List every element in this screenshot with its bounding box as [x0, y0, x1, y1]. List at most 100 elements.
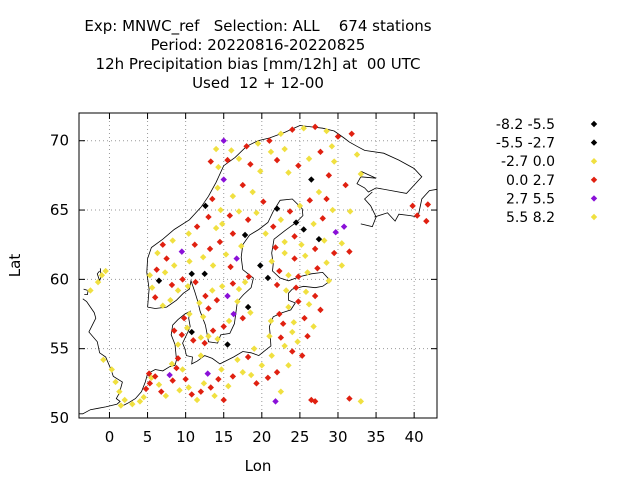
- data-point: [264, 274, 272, 282]
- data-point: [117, 402, 125, 409]
- data-point: [238, 242, 245, 250]
- data-point: [180, 314, 188, 322]
- data-point: [311, 245, 319, 253]
- data-point: [276, 310, 283, 318]
- title-line-4: Used 12 + 12-00: [192, 74, 324, 92]
- data-point: [151, 294, 159, 301]
- data-point: [244, 353, 252, 361]
- data-point: [253, 380, 260, 387]
- coastline-path: [123, 198, 332, 406]
- data-point: [174, 341, 182, 348]
- data-point: [244, 216, 252, 223]
- data-point: [272, 244, 279, 251]
- data-point: [266, 137, 273, 144]
- data-point: [229, 280, 237, 287]
- data-point: [201, 270, 208, 278]
- data-point: [295, 298, 302, 305]
- legend-label: -2.7 0.0: [501, 154, 555, 170]
- data-point: [423, 217, 430, 225]
- data-point: [262, 230, 269, 237]
- data-point: [260, 198, 267, 205]
- data-point: [191, 241, 198, 248]
- data-point: [285, 272, 292, 279]
- data-point: [218, 366, 225, 373]
- data-point: [273, 156, 281, 164]
- data-point: [159, 302, 166, 309]
- data-point: [220, 176, 227, 183]
- data-point: [222, 251, 230, 258]
- data-point: [290, 319, 297, 326]
- data-point: [245, 273, 253, 280]
- coastline-path: [360, 191, 377, 228]
- data-point: [323, 195, 330, 203]
- data-point: [310, 220, 317, 228]
- data-point: [178, 248, 186, 255]
- data-point: [346, 395, 353, 402]
- data-point: [277, 388, 285, 395]
- data-point: [162, 392, 170, 400]
- legend-label: 5.5 8.2: [506, 210, 555, 226]
- data-point: [151, 373, 159, 380]
- data-point: [291, 255, 298, 262]
- data-point: [145, 370, 153, 377]
- data-point: [169, 237, 176, 244]
- data-point: [330, 249, 338, 257]
- data-point: [342, 181, 349, 189]
- data-point: [348, 130, 355, 137]
- data-point: [266, 333, 273, 340]
- data-point: [136, 398, 144, 405]
- x-tick-label: 20: [252, 428, 271, 446]
- data-point: [321, 237, 328, 244]
- data-point: [302, 288, 310, 296]
- data-point: [346, 248, 353, 255]
- y-tick-label: 60: [50, 270, 69, 288]
- legend-label: -8.2 -5.5: [496, 117, 555, 133]
- x-tick-label: 25: [290, 428, 309, 446]
- data-point: [289, 328, 296, 336]
- data-point: [311, 398, 319, 405]
- data-point: [294, 338, 301, 345]
- data-point: [229, 373, 237, 380]
- data-point: [315, 188, 323, 196]
- data-point: [292, 284, 300, 291]
- data-point: [409, 202, 416, 210]
- data-point: [214, 184, 221, 192]
- data-point: [346, 208, 354, 215]
- y-axis-label: Lat: [6, 254, 24, 278]
- data-point: [116, 388, 123, 395]
- data-point: [212, 224, 220, 232]
- data-point: [220, 137, 227, 144]
- x-tick-label: 35: [367, 428, 386, 446]
- data-point: [163, 255, 170, 262]
- data-point: [224, 156, 231, 164]
- data-point: [227, 263, 234, 271]
- data-point: [325, 172, 333, 179]
- data-point: [212, 145, 220, 153]
- x-tick-label: 10: [176, 428, 195, 446]
- data-point: [209, 287, 216, 294]
- plot-frame: [78, 112, 438, 419]
- data-point: [178, 331, 186, 339]
- data-point: [155, 381, 163, 388]
- data-point: [129, 400, 136, 408]
- data-point: [281, 342, 288, 350]
- data-point: [281, 145, 288, 153]
- data-point: [257, 262, 264, 269]
- data-point: [239, 314, 246, 322]
- data-point: [300, 125, 307, 132]
- legend-label: 2.7 5.5: [506, 191, 555, 207]
- data-point: [148, 284, 156, 291]
- data-point: [319, 215, 326, 222]
- data-point: [186, 310, 193, 318]
- y-tick-label: 55: [50, 340, 69, 358]
- data-point: [173, 364, 180, 372]
- data-point: [183, 324, 191, 332]
- data-point: [188, 328, 195, 336]
- data-point: [273, 369, 281, 376]
- title-line-2: Period: 20220816-20220825: [150, 36, 366, 54]
- data-point: [213, 296, 221, 304]
- data-point: [171, 327, 178, 334]
- title-line-1: Exp: MNWC_ref Selection: ALL 674 station…: [84, 17, 432, 35]
- data-point: [272, 398, 279, 405]
